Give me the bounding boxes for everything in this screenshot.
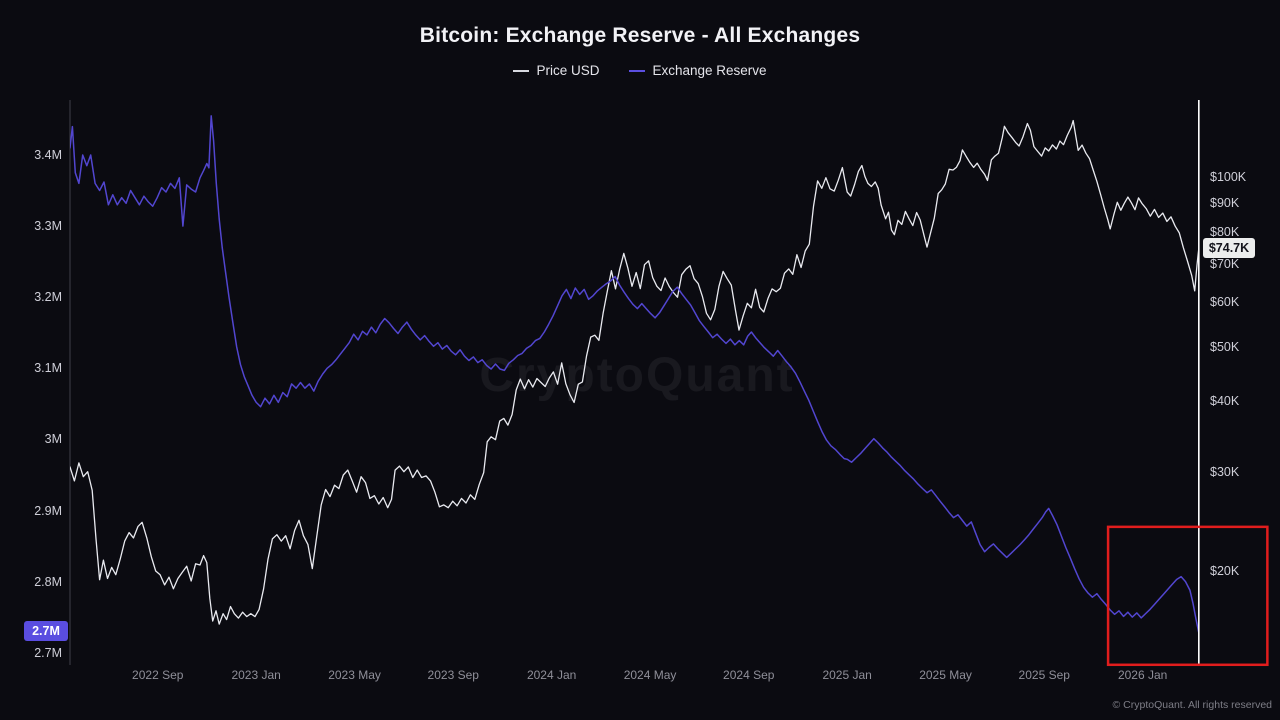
y-axis-tick-label: $90K (1210, 195, 1240, 210)
y-axis-tick-label: 2.9M (34, 503, 62, 518)
y-axis-tick-label: $50K (1210, 339, 1240, 354)
price-usd-line (70, 119, 1200, 625)
legend-line-icon (513, 69, 530, 72)
legend-item-price-usd[interactable]: Price USD (513, 63, 599, 78)
x-axis-tick-label: 2024 Jan (526, 668, 577, 682)
y-axis-tick-label: 3.3M (34, 219, 62, 234)
highlight-annotation-box (1106, 525, 1269, 667)
x-axis-tick-label: 2023 Sep (427, 668, 479, 682)
y-axis-tick-label: $100K (1210, 170, 1247, 184)
legend-label: Price USD (536, 63, 600, 78)
x-axis-tick-label: 2023 Jan (231, 668, 281, 682)
x-axis-tick-label: 2025 Jan (822, 668, 872, 682)
y-axis-tick-label: 2.8M (34, 574, 62, 589)
x-axis-tick-label: 2024 May (623, 668, 677, 682)
x-axis-tick-label: 2025 May (919, 668, 972, 682)
y-axis-tick-label: 2.7M (34, 645, 62, 660)
y-axis-tick-label: 3.1M (34, 361, 62, 376)
exchange-reserve-line (70, 115, 1200, 634)
x-axis-tick-label: 2026 Jan (1117, 668, 1168, 682)
y-axis-tick-label: 3.4M (34, 148, 62, 162)
y-axis-tick-label: 3M (44, 432, 62, 447)
reserve-value-badge: 2.7M (24, 621, 68, 642)
y-axis-tick-label: $20K (1210, 564, 1240, 578)
copyright-notice: © CryptoQuant. All rights reserved (1112, 699, 1272, 711)
x-axis-tick-label: 2024 Sep (723, 668, 775, 682)
legend-line-icon (629, 69, 646, 72)
legend-item-exchange-reserve[interactable]: Exchange Reserve (629, 63, 767, 78)
y-axis-tick-label: $40K (1210, 394, 1240, 409)
y-axis-tick-label: $30K (1210, 464, 1240, 479)
y-axis-tick-label: $70K (1210, 257, 1240, 272)
legend-label: Exchange Reserve (652, 63, 767, 78)
price-value-badge: $74.7K (1203, 238, 1255, 259)
chart-title: Bitcoin: Exchange Reserve - All Exchange… (419, 24, 861, 47)
x-axis-tick-label: 2025 Sep (1018, 668, 1070, 682)
y-axis-tick-label: $60K (1210, 295, 1240, 310)
y-axis-tick-label: 3.2M (34, 290, 62, 305)
y-axis-tick-label: $80K (1210, 224, 1240, 239)
x-axis-tick-label: 2023 May (328, 668, 381, 682)
chart-legend: Price USD Exchange Reserve (0, 63, 1280, 78)
x-axis-tick-label: 2022 Sep (132, 668, 184, 682)
